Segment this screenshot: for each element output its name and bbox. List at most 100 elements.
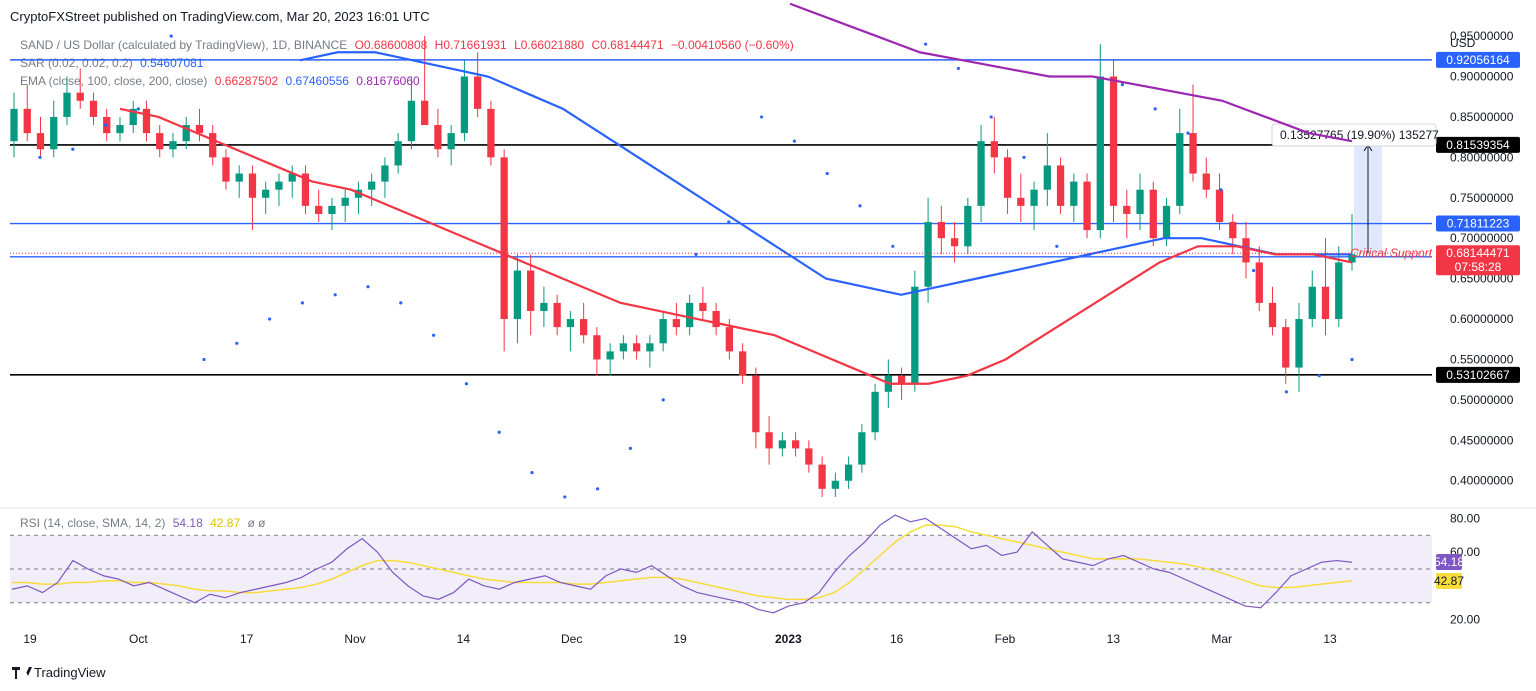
candle-body [924,222,932,287]
sar-dot [628,446,633,451]
candle-body [63,92,71,117]
sar-dot [497,430,501,434]
candle-body [1149,189,1157,239]
sar-dot [661,398,665,402]
time-tick-label: 2023 [775,632,802,646]
candle-body [1189,133,1197,174]
candle-body [659,319,667,344]
time-tick-label: 13 [1323,632,1337,646]
sar-dot [891,244,895,248]
candle-body [950,238,959,247]
rsi-value-tag-label: 54.18 [1434,555,1464,569]
sar-dot [1219,188,1223,192]
candle-body [1308,286,1316,320]
candle-body [738,351,747,376]
time-tick-label: Feb [995,632,1016,646]
level-price-label: 0.92056164 [1446,53,1510,67]
candle-body [699,302,707,311]
candle-body [1295,319,1303,368]
sar-dot [1055,244,1059,248]
sar-dot [1317,374,1321,378]
candle-body [672,319,681,328]
candle-body [222,157,230,182]
candle-body [1202,173,1210,190]
candle-body [315,205,323,214]
candle-body [911,286,919,384]
candle-body [513,270,522,320]
level-price-tag [1436,215,1520,232]
candle-body [434,125,442,150]
sar-dot [38,155,42,159]
price-tick-label: 0.90000000 [1450,70,1514,84]
price-tick-label: 0.45000000 [1450,433,1514,447]
candle-body [977,141,985,206]
time-tick-label: 19 [673,632,687,646]
time-tick-label: Nov [344,632,365,646]
candle-body [328,205,336,214]
candle-body [871,391,879,433]
ema-100-line [299,51,1352,296]
time-tick-label: 14 [457,632,471,646]
candle-body [275,181,283,190]
candle-body [209,133,217,158]
candle-body [1321,286,1330,320]
candle-body [1083,181,1091,231]
ema-value-3: 0.81676060 [356,74,420,88]
price-tick-label: 0.70000000 [1450,231,1514,245]
time-tick-label: Dec [561,632,582,646]
last-price-label: 0.68144471 [1446,246,1510,260]
measure-label: 0.13527765 (19.90%) 135277 [1280,128,1439,142]
candle-body [50,116,58,150]
candle-body [1229,222,1237,239]
sar-dot [924,42,928,46]
time-tick-label: Oct [129,632,148,646]
candle-body [712,310,720,328]
sar-dot [464,382,468,386]
candle-body [990,141,998,158]
candle-body [831,480,839,489]
symbol-legend: SAND / US Dollar (calculated by TradingV… [20,38,794,52]
candle-body [1348,254,1356,263]
rsi-label: RSI (14, close, SMA, 14, 2) [20,516,166,530]
candle-body [10,108,18,142]
candle-body [156,133,164,150]
sar-dot [169,34,173,38]
publisher-caption: CryptoFXStreet published on TradingView.… [10,9,430,24]
candle-body [858,432,866,465]
candle-body [964,205,972,247]
candle-body [619,343,628,352]
candle-body [685,302,694,328]
level-price-tag [1436,136,1520,153]
candle-body [553,302,561,328]
time-tick-label: 13 [1107,632,1121,646]
sar-dot [432,333,436,337]
sar-dot [268,317,272,321]
sar-dot [694,252,698,256]
candle-body [1017,197,1025,206]
candle-body [818,464,826,489]
candle-body [460,76,469,134]
time-tick-label: Mar [1211,632,1232,646]
candle-body [1043,165,1051,190]
candle-body [580,319,588,336]
price-tick-label: 0.75000000 [1450,191,1514,205]
candle-body [1096,76,1104,231]
candle-body [527,270,535,311]
sar-dot [563,495,567,499]
candle-body [1215,189,1224,223]
candle-body [169,141,177,150]
candle-body [725,327,734,352]
rsi-line [11,514,1353,614]
sar-dot [760,115,764,119]
change-value: −0.00410560 (−0.60%) [670,38,794,52]
candle-body [288,173,296,182]
candle-body [407,100,416,142]
candle-body [805,448,813,465]
sar-dot [1284,390,1288,394]
level-price-label: 0.81539354 [1446,138,1510,152]
ema-50-line [119,107,1353,385]
sar-dot [727,220,731,224]
ema-value-2: 0.67460556 [285,74,349,88]
candle-body [778,440,786,449]
